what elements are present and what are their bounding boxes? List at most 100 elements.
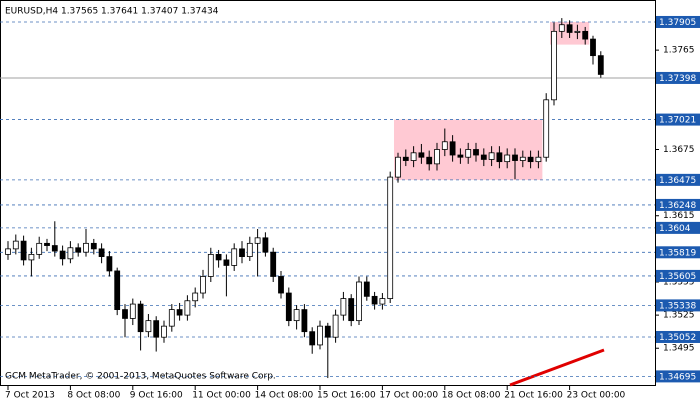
level-label-box — [656, 113, 700, 126]
candle-body — [496, 152, 503, 163]
candle-body — [83, 242, 89, 253]
level-label: 1.35605 — [659, 272, 696, 282]
candle-body — [223, 259, 230, 266]
level-label-box — [656, 269, 700, 282]
price-label: 1.37398 — [659, 74, 696, 84]
candle-body — [309, 331, 316, 346]
x-tick-label: 9 Oct 16:00 — [130, 391, 183, 401]
candle-body — [145, 320, 152, 333]
candle-body — [582, 30, 589, 40]
candle-body — [535, 156, 542, 163]
candle-body — [278, 276, 284, 294]
candle-body — [75, 247, 82, 253]
candle-body — [449, 141, 456, 156]
candle-body — [270, 251, 277, 277]
candle-body — [473, 149, 479, 156]
x-tick-label: 21 Oct 16:00 — [504, 391, 563, 401]
candle-body — [114, 270, 121, 310]
layer — [0, 18, 655, 379]
candle-body — [246, 242, 253, 257]
candle-body — [527, 156, 534, 163]
candle-body — [574, 30, 581, 33]
candle-body — [168, 309, 175, 327]
candle-body — [426, 156, 433, 165]
candle-body — [192, 292, 199, 302]
candle-body — [231, 248, 238, 266]
level-label-box — [656, 221, 700, 234]
level-label: 1.3604 — [659, 224, 691, 234]
candle-body — [324, 325, 331, 338]
candle-body — [12, 240, 19, 250]
candle-body — [395, 156, 401, 178]
y-tick-label: 1.3765 — [663, 46, 695, 56]
x-tick-label: 8 Oct 08:00 — [67, 391, 120, 401]
candle-body — [254, 237, 261, 244]
x-tick-label: 18 Oct 08:00 — [442, 391, 501, 401]
candle-body — [590, 38, 596, 57]
candle-body — [356, 281, 362, 322]
candle-body — [512, 154, 518, 161]
candle-body — [301, 309, 308, 333]
candle-body — [36, 242, 43, 255]
candle-body — [317, 325, 323, 346]
candle-body — [215, 253, 222, 261]
level-label: 1.34695 — [659, 372, 696, 382]
y-tick-label: 1.3555 — [663, 277, 695, 287]
candle-body — [519, 156, 526, 161]
candle-body — [67, 247, 74, 260]
candle-body — [488, 152, 495, 160]
candle-body — [176, 309, 183, 316]
candle-body — [340, 298, 347, 316]
candle-body — [59, 250, 66, 260]
candle-body — [465, 149, 472, 158]
candle-body — [153, 320, 160, 338]
level-label-box — [656, 299, 700, 312]
level-label-box — [656, 15, 700, 28]
candle-body — [504, 154, 511, 163]
x-tick-label: 17 Oct 00:00 — [379, 391, 438, 401]
level-label: 1.35338 — [659, 301, 696, 311]
candle-body — [558, 24, 565, 32]
candle-body — [44, 242, 50, 246]
candle-body — [387, 176, 394, 299]
candle-body — [379, 298, 386, 305]
trend-line — [509, 348, 605, 387]
footer: GCM MetaTrader, © 2001-2013, MetaQuotes … — [5, 372, 276, 382]
candle-body — [551, 30, 557, 101]
candle-body — [402, 156, 409, 161]
candle-body — [137, 303, 144, 333]
y-tick-label: 1.3495 — [663, 344, 695, 354]
level-label-box — [656, 173, 700, 186]
candle-body — [106, 256, 113, 272]
x-tick-label: 14 Oct 08:00 — [255, 391, 314, 401]
candle-body — [348, 298, 355, 322]
candle-body — [161, 325, 167, 338]
candle-body — [90, 242, 97, 250]
candle-body — [184, 300, 191, 316]
candle-body — [122, 309, 128, 319]
candle-body — [28, 253, 35, 261]
candle-body — [332, 314, 339, 338]
level-label: 1.37021 — [659, 116, 696, 126]
candle-body — [262, 237, 269, 253]
level-label-box — [656, 246, 700, 259]
candle-body — [293, 309, 300, 322]
candle-body — [20, 240, 27, 261]
y-tick-label: 1.3525 — [663, 311, 695, 321]
candle-body — [51, 245, 58, 252]
candle-body — [418, 152, 425, 158]
y-tick-label: 1.3675 — [663, 145, 695, 155]
x-tick-label: 15 Oct 16:00 — [317, 391, 376, 401]
candle-body — [200, 276, 206, 294]
candle-body — [363, 281, 370, 297]
candle-body — [207, 253, 214, 277]
candle-body — [129, 303, 136, 319]
level-label: 1.35819 — [659, 248, 696, 258]
candle-body — [285, 292, 292, 322]
level-label-box — [656, 330, 700, 343]
candle-body — [371, 295, 378, 305]
x-tick-label: 11 Oct 00:00 — [192, 391, 251, 401]
level-label: 1.37905 — [659, 18, 696, 28]
chart-title: EURUSD,H4 1.37565 1.37641 1.37407 1.3743… — [5, 7, 219, 17]
